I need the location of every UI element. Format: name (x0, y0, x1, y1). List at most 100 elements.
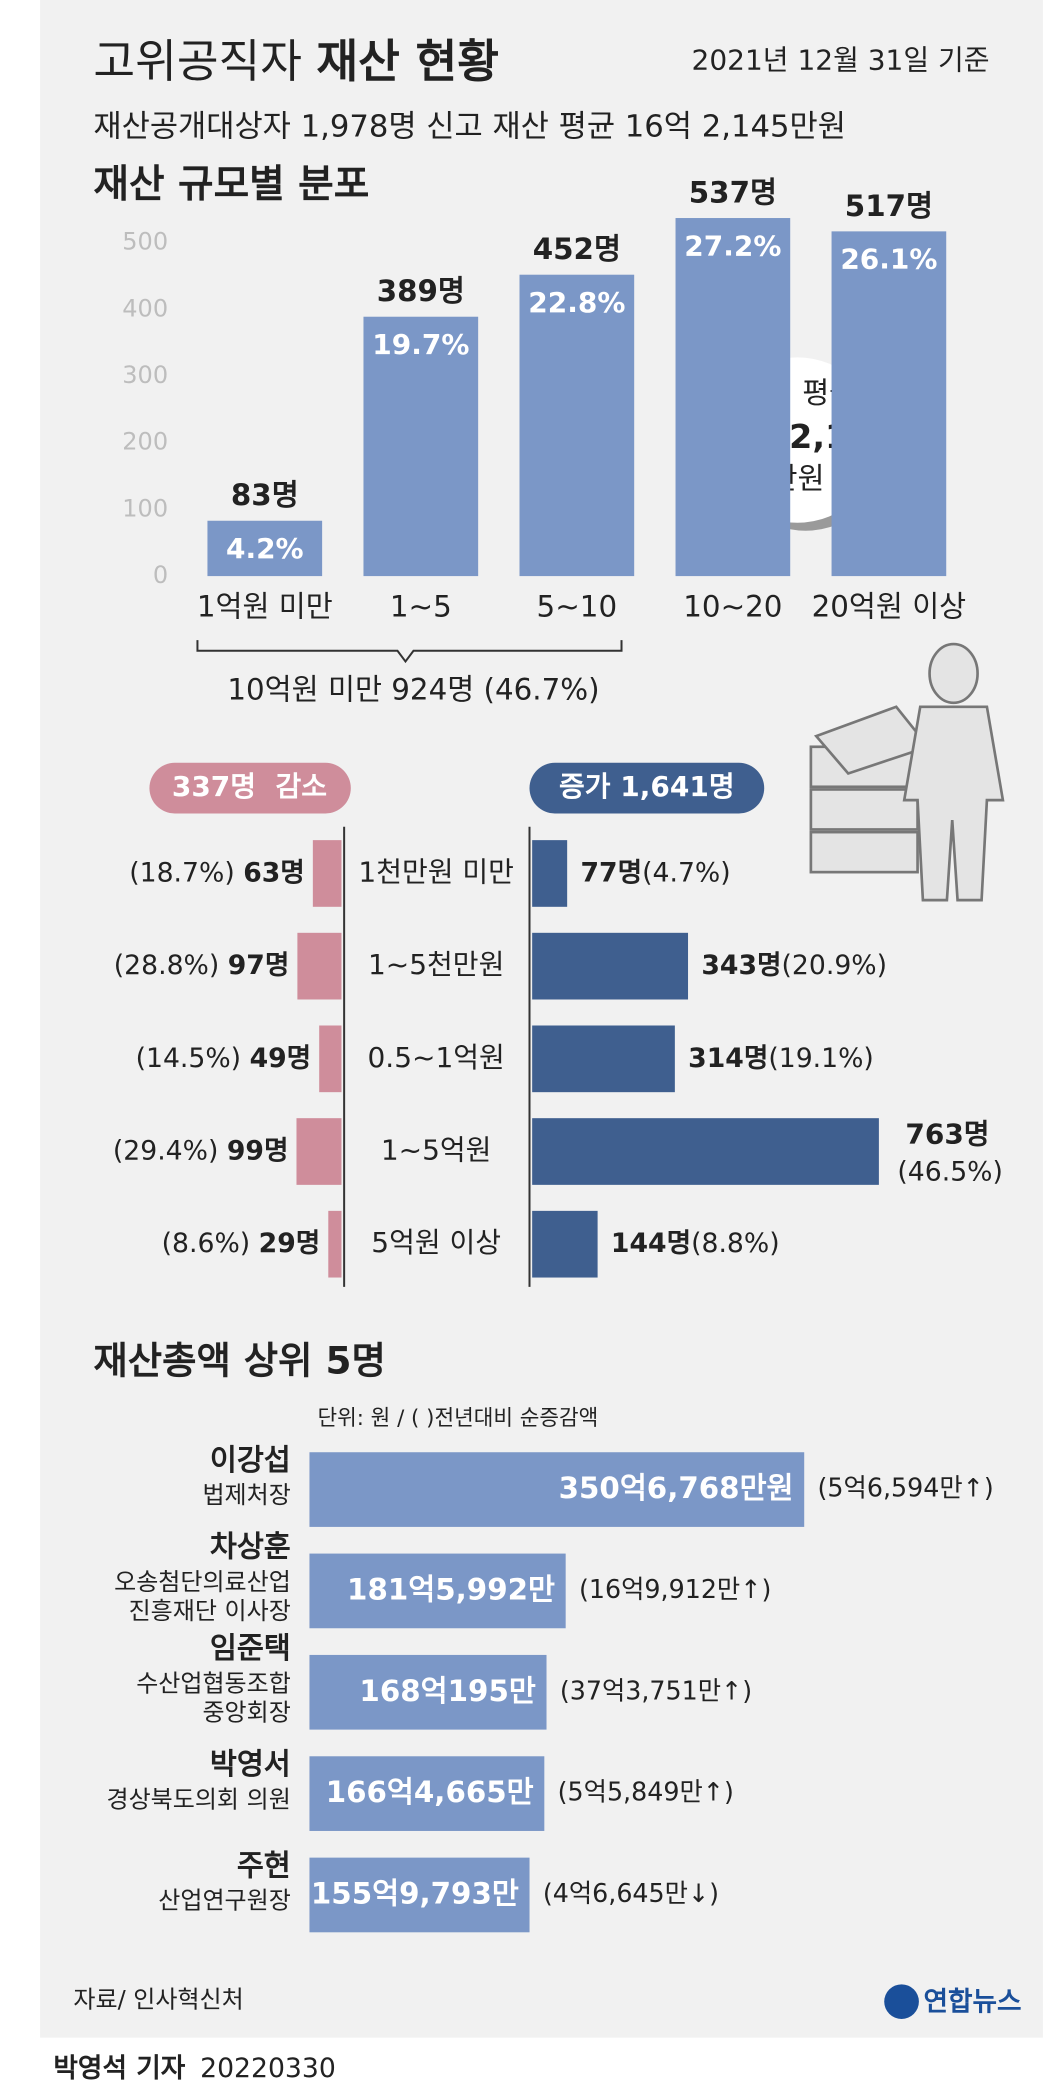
category-label: 1천만원 미만 (358, 855, 514, 888)
bar (532, 932, 689, 1000)
share-label: (4.7%) (642, 857, 731, 888)
legend-label: 337명 감소 (172, 770, 327, 803)
value-label: 77명(4.7%) (580, 857, 730, 888)
person-name: 임준택 (210, 1631, 291, 1665)
bar (297, 932, 342, 1000)
bracket-annotation: 10억원 미만 924명 (46.7%) (227, 672, 599, 706)
share-label: 19.7% (372, 328, 469, 361)
count-label: 343명 (701, 950, 781, 981)
bar (309, 1756, 545, 1831)
value-label: 168억195만 (359, 1674, 535, 1708)
bar (532, 1210, 598, 1278)
count-label: 49명 (250, 1042, 312, 1073)
logo-mark (884, 1984, 919, 2019)
bar (309, 1857, 530, 1933)
share-label: 4.2% (226, 532, 304, 565)
value-label: 350억6,768만원 (559, 1471, 794, 1505)
count-label: 763명 (905, 1118, 989, 1151)
person-name: 차상훈 (210, 1530, 291, 1564)
reporter: 박영석 기자 (53, 2053, 185, 2084)
body (902, 705, 1005, 902)
share-label: (14.5%) (136, 1042, 241, 1073)
count-label: 314명 (688, 1042, 768, 1073)
value-label: (28.8%) 97명 (114, 950, 290, 981)
count-label: 97명 (228, 950, 290, 981)
share-label: (8.6%) (162, 1228, 251, 1259)
x-tick-label: 5~10 (537, 590, 618, 624)
person-role: 진흥재단 이사장 (129, 1597, 291, 1625)
value-label: 155억9,793만 (311, 1876, 519, 1910)
value-label: (14.5%) 49명 (136, 1042, 312, 1073)
value-label: 452명 (533, 232, 621, 266)
source: 자료/ 인사혁신처 (73, 1985, 243, 2013)
value-label: (29.4%) 99명 (113, 1135, 289, 1166)
change-label: (16억9,912만↑) (579, 1574, 771, 1604)
x-tick-label: 1~5 (390, 590, 452, 624)
change-label: (37억3,751만↑) (560, 1675, 752, 1705)
stack (809, 788, 919, 831)
title-bold: 재산 현황 (316, 35, 499, 88)
bar (519, 274, 635, 577)
legend-label: 증가 1,641명 (559, 770, 735, 803)
value-label: 166억4,665만 (326, 1775, 534, 1809)
x-tick-label: 10~20 (683, 590, 782, 624)
legend-pill (149, 762, 351, 814)
value-label: 537명 (689, 176, 777, 210)
x-tick-label: 20억원 이상 (812, 590, 967, 624)
share-label: (18.7%) (129, 857, 234, 888)
bracket (196, 640, 623, 664)
bar (532, 1025, 675, 1093)
share-label: (28.8%) (114, 950, 219, 981)
y-tick-label: 100 (122, 494, 168, 522)
date: 2021년 12월 31일 기준 (692, 43, 990, 76)
category-label: 1~5억원 (381, 1134, 492, 1167)
category-label: 5억원 이상 (371, 1226, 501, 1259)
value-label: 517명 (845, 189, 933, 223)
title-light: 고위공직자 (93, 35, 302, 88)
person-role: 산업연구원장 (158, 1887, 290, 1915)
share-label: (20.9%) (782, 950, 887, 981)
bar (675, 218, 791, 577)
value-label: 314명(19.1%) (688, 1042, 874, 1073)
subtitle: 재산공개대상자 1,978명 신고 재산 평균 16억 2,145만원 (93, 110, 845, 145)
value-label: 144명(8.8%) (611, 1228, 780, 1259)
x-tick-label: 1억원 미만 (197, 590, 333, 624)
count-label: 144명 (611, 1228, 691, 1259)
publish-date: 20220330 (200, 2053, 336, 2084)
bar (319, 1025, 342, 1093)
bar (328, 1210, 342, 1278)
share-label: (46.5%) (897, 1156, 1002, 1187)
change-label: (5억5,849만↑) (558, 1777, 734, 1807)
bar (532, 840, 568, 907)
bar (309, 1654, 547, 1730)
logo: 연합뉴스 (923, 1986, 1021, 2017)
category-label: 0.5~1억원 (367, 1041, 504, 1074)
bar (363, 316, 479, 577)
bar (831, 231, 947, 577)
change-label: (5억6,594만↑) (818, 1473, 994, 1503)
legend-pill (529, 762, 765, 814)
count-label: 77명 (580, 857, 642, 888)
main-title: 고위공직자 재산 현황 (93, 35, 499, 88)
bar (309, 1553, 566, 1629)
person-role: 수산업협동조합 (136, 1669, 291, 1697)
person-name: 박영서 (210, 1747, 291, 1781)
share-label: 26.1% (840, 243, 937, 276)
illustration (809, 642, 1005, 902)
chart-title: 재산총액 상위 5명 (93, 1338, 385, 1382)
y-tick-label: 200 (122, 428, 168, 456)
category-label: 1~5천만원 (368, 948, 504, 981)
value-label: 343명(20.9%) (701, 950, 887, 981)
share-label: 27.2% (684, 229, 781, 262)
value-label: 181억5,992만 (347, 1572, 555, 1606)
bar (532, 1118, 879, 1185)
person-name: 이강섭 (210, 1443, 291, 1477)
person-name: 주현 (237, 1848, 291, 1882)
stack (809, 830, 919, 874)
value-label: 389명 (377, 274, 465, 308)
bar (296, 1118, 342, 1185)
y-tick-label: 500 (122, 228, 168, 256)
unit-note: 단위: 원 / ( )전년대비 순증감액 (317, 1406, 598, 1431)
